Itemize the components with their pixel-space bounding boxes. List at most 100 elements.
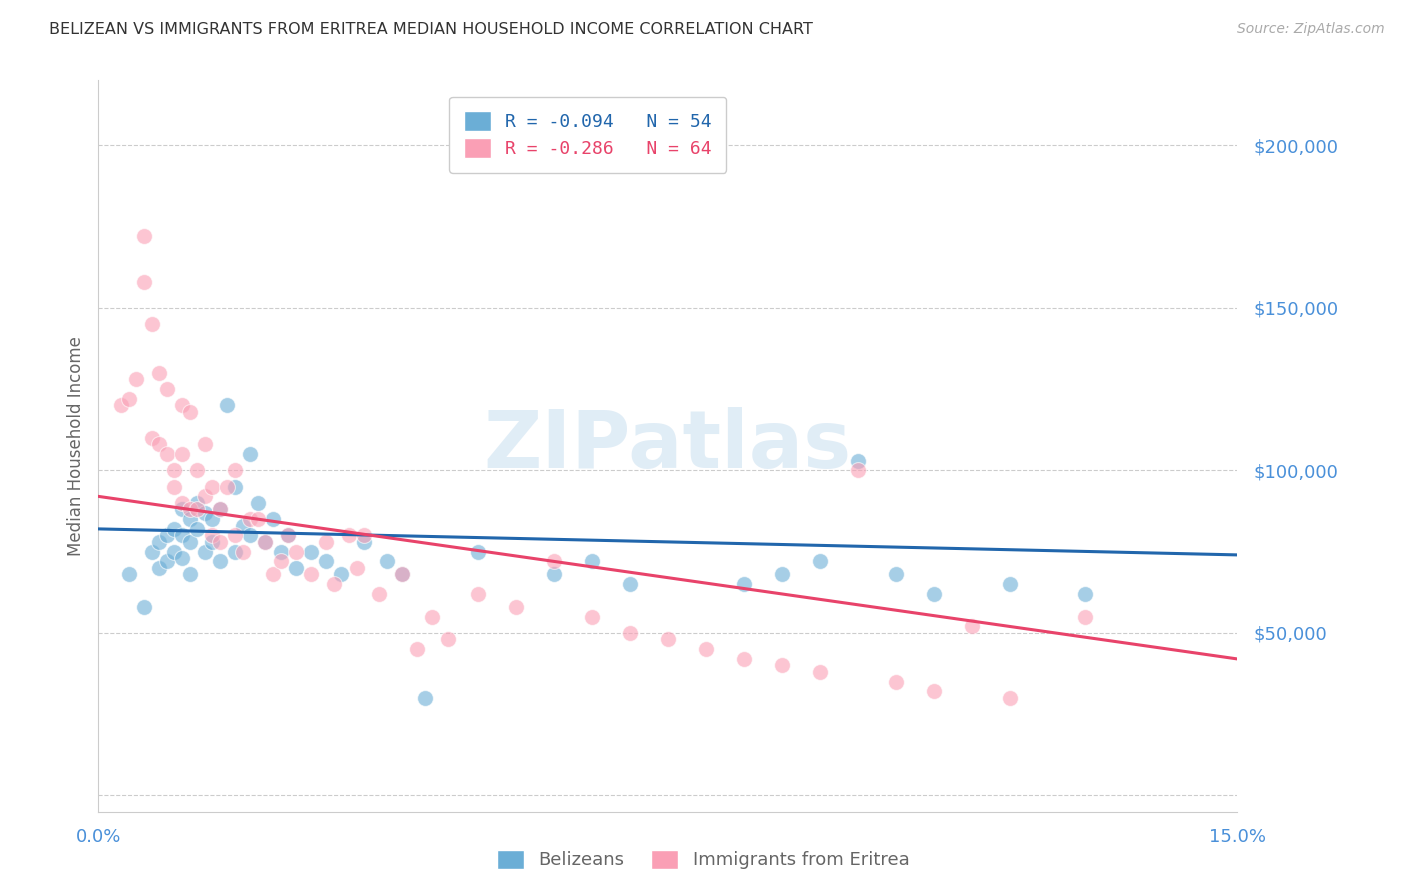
Point bbox=[156, 554, 179, 568]
Point bbox=[884, 567, 907, 582]
Point bbox=[922, 684, 945, 698]
Point bbox=[179, 567, 201, 582]
Point bbox=[998, 690, 1021, 705]
Point bbox=[581, 554, 603, 568]
Point bbox=[262, 567, 284, 582]
Point bbox=[619, 626, 641, 640]
Point bbox=[695, 642, 717, 657]
Point bbox=[770, 658, 793, 673]
Point bbox=[170, 551, 193, 566]
Point bbox=[163, 463, 186, 477]
Point bbox=[208, 554, 231, 568]
Point bbox=[132, 229, 155, 244]
Point bbox=[186, 463, 208, 477]
Point bbox=[922, 587, 945, 601]
Legend: Belizeans, Immigrants from Eritrea: Belizeans, Immigrants from Eritrea bbox=[488, 840, 918, 879]
Y-axis label: Median Household Income: Median Household Income bbox=[66, 336, 84, 556]
Point bbox=[163, 522, 186, 536]
Point bbox=[254, 535, 277, 549]
Point bbox=[156, 528, 179, 542]
Point bbox=[246, 496, 269, 510]
Point bbox=[194, 544, 217, 558]
Point bbox=[391, 567, 413, 582]
Point bbox=[132, 275, 155, 289]
Point bbox=[148, 366, 170, 380]
Point bbox=[846, 463, 869, 477]
Point bbox=[232, 518, 254, 533]
Point bbox=[270, 554, 292, 568]
Point bbox=[156, 382, 179, 396]
Point bbox=[186, 502, 208, 516]
Point bbox=[337, 528, 360, 542]
Point bbox=[353, 535, 375, 549]
Point bbox=[194, 506, 217, 520]
Point bbox=[239, 528, 262, 542]
Point bbox=[224, 544, 246, 558]
Point bbox=[186, 522, 208, 536]
Point bbox=[1074, 587, 1097, 601]
Point bbox=[254, 535, 277, 549]
Point bbox=[179, 512, 201, 526]
Point bbox=[270, 544, 292, 558]
Point bbox=[284, 544, 307, 558]
Point bbox=[733, 652, 755, 666]
Point bbox=[368, 587, 391, 601]
Point bbox=[148, 561, 170, 575]
Point bbox=[406, 642, 429, 657]
Point bbox=[467, 587, 489, 601]
Point bbox=[353, 528, 375, 542]
Point bbox=[277, 528, 299, 542]
Point bbox=[217, 398, 239, 412]
Text: ZIPatlas: ZIPatlas bbox=[484, 407, 852, 485]
Point bbox=[201, 512, 224, 526]
Point bbox=[201, 528, 224, 542]
Point bbox=[208, 502, 231, 516]
Point bbox=[436, 632, 458, 647]
Point bbox=[208, 535, 231, 549]
Point bbox=[391, 567, 413, 582]
Point bbox=[163, 480, 186, 494]
Legend: R = -0.094   N = 54, R = -0.286   N = 64: R = -0.094 N = 54, R = -0.286 N = 64 bbox=[449, 96, 725, 172]
Point bbox=[239, 512, 262, 526]
Point bbox=[179, 502, 201, 516]
Point bbox=[239, 447, 262, 461]
Point bbox=[733, 577, 755, 591]
Point bbox=[998, 577, 1021, 591]
Point bbox=[505, 599, 527, 614]
Point bbox=[179, 535, 201, 549]
Point bbox=[201, 480, 224, 494]
Point bbox=[375, 554, 398, 568]
Point bbox=[224, 463, 246, 477]
Point bbox=[110, 398, 132, 412]
Point bbox=[194, 489, 217, 503]
Point bbox=[148, 437, 170, 451]
Point bbox=[141, 317, 163, 331]
Point bbox=[619, 577, 641, 591]
Point bbox=[217, 480, 239, 494]
Point bbox=[315, 554, 337, 568]
Point bbox=[770, 567, 793, 582]
Point bbox=[467, 544, 489, 558]
Point bbox=[413, 690, 436, 705]
Point bbox=[330, 567, 353, 582]
Point bbox=[1074, 609, 1097, 624]
Point bbox=[808, 665, 831, 679]
Point bbox=[657, 632, 679, 647]
Point bbox=[543, 567, 565, 582]
Point bbox=[808, 554, 831, 568]
Point bbox=[132, 599, 155, 614]
Point bbox=[543, 554, 565, 568]
Point bbox=[884, 674, 907, 689]
Point bbox=[208, 502, 231, 516]
Point bbox=[170, 502, 193, 516]
Point bbox=[118, 392, 141, 406]
Point bbox=[148, 535, 170, 549]
Point bbox=[262, 512, 284, 526]
Point bbox=[246, 512, 269, 526]
Point bbox=[186, 496, 208, 510]
Point bbox=[422, 609, 444, 624]
Point bbox=[141, 544, 163, 558]
Point bbox=[322, 577, 344, 591]
Point bbox=[224, 480, 246, 494]
Point bbox=[170, 496, 193, 510]
